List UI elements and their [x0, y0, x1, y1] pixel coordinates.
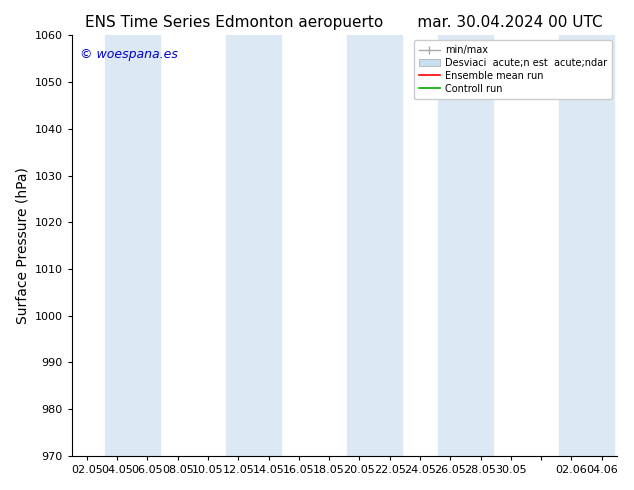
Bar [105, 35, 160, 456]
Bar [347, 35, 402, 456]
Title: ENS Time Series Edmonton aeropuerto       mar. 30.04.2024 00 UTC: ENS Time Series Edmonton aeropuerto mar.… [86, 15, 603, 30]
Y-axis label: Surface Pressure (hPa): Surface Pressure (hPa) [15, 167, 29, 324]
Legend: min/max, Desviaci  acute;n est  acute;ndar, Ensemble mean run, Controll run: min/max, Desviaci acute;n est acute;ndar… [414, 40, 612, 98]
Bar [226, 35, 281, 456]
Bar [438, 35, 493, 456]
Bar [559, 35, 614, 456]
Text: © woespana.es: © woespana.es [80, 48, 178, 61]
